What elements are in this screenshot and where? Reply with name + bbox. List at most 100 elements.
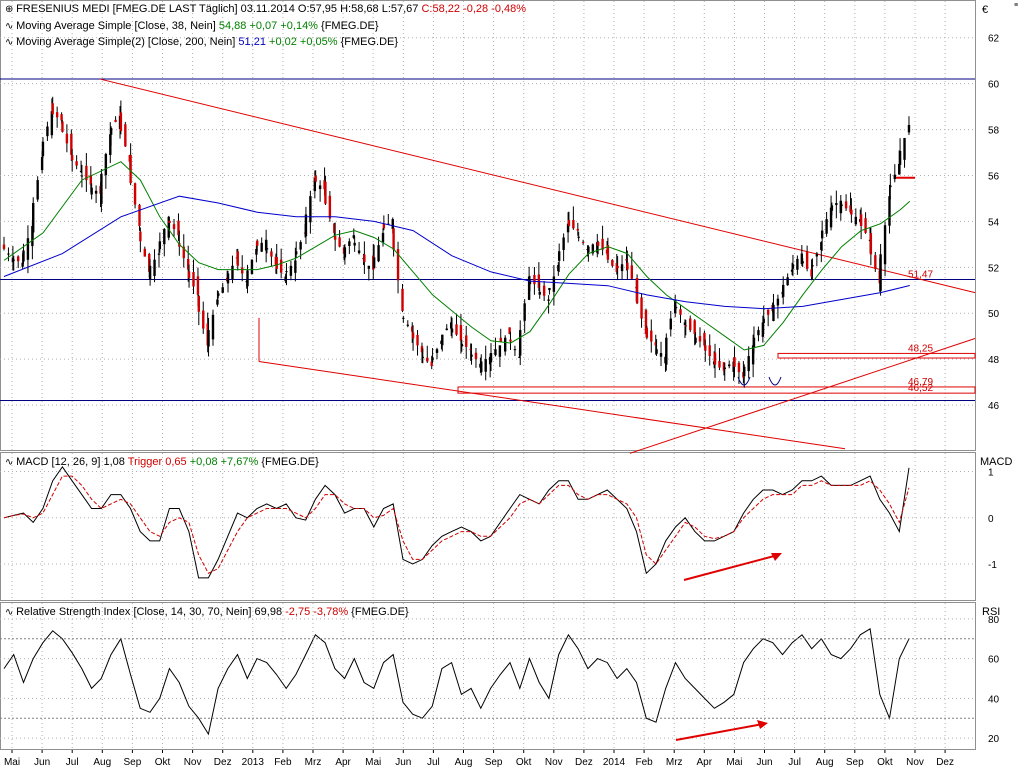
level-zone-0 [777, 352, 976, 359]
x-tick-label: Feb [635, 757, 653, 768]
double-bottom-mark-2 [768, 376, 782, 386]
candle-down [703, 332, 706, 346]
candle-up [226, 273, 230, 284]
candle-up [494, 349, 497, 356]
downtrend-line-upper [99, 78, 976, 294]
candle-up [157, 253, 161, 255]
candle-down [542, 285, 546, 296]
candle-up [728, 364, 731, 367]
candle-up [36, 180, 39, 200]
macd-trigger: Trigger 0,65 [127, 456, 187, 468]
candle-down [645, 327, 649, 338]
y-tick-label: 20 [988, 734, 1000, 745]
y-tick-label: 60 [988, 655, 1000, 666]
candle-up [367, 265, 371, 269]
candle-up [460, 343, 463, 347]
x-tick-label: Nov [545, 757, 563, 768]
candle-down [465, 335, 468, 347]
y-tick-label: -1 [988, 560, 997, 571]
candle-down [698, 336, 702, 342]
candle-down [328, 195, 332, 219]
candle-down [60, 114, 63, 121]
candle-up [498, 345, 502, 357]
rsi-header: ∿ Relative Strength Index [Close, 14, 30… [5, 605, 409, 620]
candle-down [401, 288, 404, 311]
candle-up [665, 337, 668, 365]
candle-up [513, 349, 517, 351]
level-label: 48,25 [908, 343, 933, 354]
candle-down [197, 296, 200, 312]
candle-up [313, 177, 317, 192]
x-tick-label: Okt [155, 757, 171, 768]
candle-up [217, 293, 220, 296]
candle-up [265, 248, 269, 250]
candle-down [177, 220, 180, 236]
candle-down [270, 251, 273, 257]
candle-up [46, 126, 49, 137]
candle-up [260, 242, 263, 252]
candle-up [255, 248, 258, 255]
candle-up [743, 366, 746, 377]
candle-down [737, 362, 741, 373]
candle-up [352, 235, 355, 238]
candle-up [596, 242, 599, 253]
candle-down [874, 255, 877, 269]
candle-up [674, 307, 678, 309]
x-tick-label: Apr [697, 757, 713, 768]
candle-up [231, 265, 234, 279]
x-tick-label: Jul [788, 757, 801, 768]
candle-down [426, 357, 429, 362]
candle-up [299, 242, 302, 250]
candle-up [80, 175, 84, 177]
candle-down [148, 254, 151, 272]
candle-up [26, 238, 30, 260]
candle-down [129, 154, 132, 184]
candle-up [830, 205, 834, 211]
candle-down [411, 332, 415, 339]
chart-grid [0, 1, 975, 750]
candle-down [256, 240, 259, 246]
x-tick-label: Mai [4, 757, 20, 768]
candle-up [587, 246, 590, 253]
candle-up [659, 353, 663, 357]
line-indicator-icon: ∿ [5, 607, 14, 618]
ohlc-close: C:58,22 -0,28 -0,48% [421, 3, 527, 15]
rsi-axis-title: RSI [982, 606, 1001, 618]
rsi-symbol: {FMEG.DE} [351, 606, 409, 618]
candle-down [722, 362, 726, 371]
double-bottom-mark-1 [737, 376, 751, 386]
candle-up [835, 203, 838, 206]
candle-up [683, 322, 687, 326]
rsi-panel-frame [0, 602, 976, 750]
candle-down [241, 267, 244, 274]
macd-header: ∿ MACD [12, 26, 9] 1,08 Trigger 0,65 +0,… [5, 455, 319, 470]
candle-up [435, 349, 439, 353]
candle-up [839, 200, 842, 214]
candle-up [372, 257, 376, 269]
candle-up [898, 164, 901, 175]
scroll-icon[interactable]: ≡ [1014, 2, 1018, 9]
rsi-change: -2,75 -3,78% [285, 606, 349, 618]
candle-up [557, 265, 560, 272]
candle-down [805, 251, 809, 269]
candle-down [640, 297, 643, 319]
macd-panel-frame [0, 452, 976, 601]
x-tick-label: Sep [124, 757, 142, 768]
x-tick-label: Dez [936, 757, 954, 768]
candle-down [187, 271, 191, 279]
price-panel-frame [0, 0, 976, 451]
candle-up [757, 330, 760, 336]
x-tick-label: Okt [877, 757, 893, 768]
candle-down [713, 352, 717, 365]
x-tick-label: Jul [427, 757, 440, 768]
candle-up [484, 359, 487, 372]
candle-up [669, 318, 672, 330]
candle-down [644, 309, 648, 334]
macd-line [3, 466, 910, 579]
y-tick-label: 62 [988, 34, 1000, 45]
candle-down [626, 262, 629, 270]
candle-down [616, 265, 619, 269]
y-tick-label: 40 [988, 694, 1000, 705]
candle-up [387, 223, 390, 225]
candle-up [820, 230, 824, 239]
